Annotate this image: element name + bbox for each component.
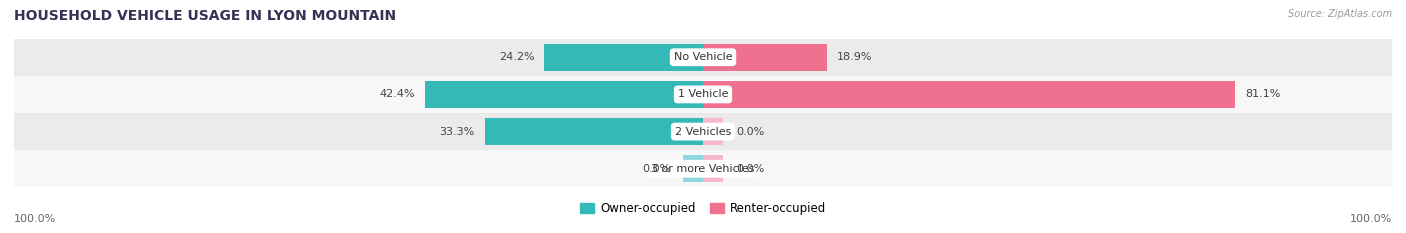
Bar: [683, 155, 703, 182]
Bar: [425, 81, 703, 108]
Text: 33.3%: 33.3%: [440, 127, 475, 137]
Text: 18.9%: 18.9%: [837, 52, 872, 62]
Text: 3 or more Vehicles: 3 or more Vehicles: [651, 164, 755, 174]
Bar: [14, 39, 1392, 76]
Text: Source: ZipAtlas.com: Source: ZipAtlas.com: [1288, 9, 1392, 19]
Text: HOUSEHOLD VEHICLE USAGE IN LYON MOUNTAIN: HOUSEHOLD VEHICLE USAGE IN LYON MOUNTAIN: [14, 9, 396, 23]
Bar: [485, 118, 703, 145]
Bar: [703, 155, 723, 182]
Text: 2 Vehicles: 2 Vehicles: [675, 127, 731, 137]
Text: No Vehicle: No Vehicle: [673, 52, 733, 62]
Text: 100.0%: 100.0%: [14, 214, 56, 224]
Text: 24.2%: 24.2%: [499, 52, 534, 62]
Bar: [14, 150, 1392, 187]
Bar: [703, 44, 827, 71]
Bar: [703, 118, 723, 145]
Text: 0.0%: 0.0%: [735, 127, 763, 137]
Bar: [14, 113, 1392, 150]
Text: 1 Vehicle: 1 Vehicle: [678, 89, 728, 99]
Text: 0.0%: 0.0%: [735, 164, 763, 174]
Text: 100.0%: 100.0%: [1350, 214, 1392, 224]
Legend: Owner-occupied, Renter-occupied: Owner-occupied, Renter-occupied: [575, 197, 831, 219]
Bar: [544, 44, 703, 71]
Bar: [14, 76, 1392, 113]
Text: 0.0%: 0.0%: [643, 164, 671, 174]
Text: 42.4%: 42.4%: [380, 89, 415, 99]
Bar: [703, 81, 1234, 108]
Text: 81.1%: 81.1%: [1244, 89, 1281, 99]
